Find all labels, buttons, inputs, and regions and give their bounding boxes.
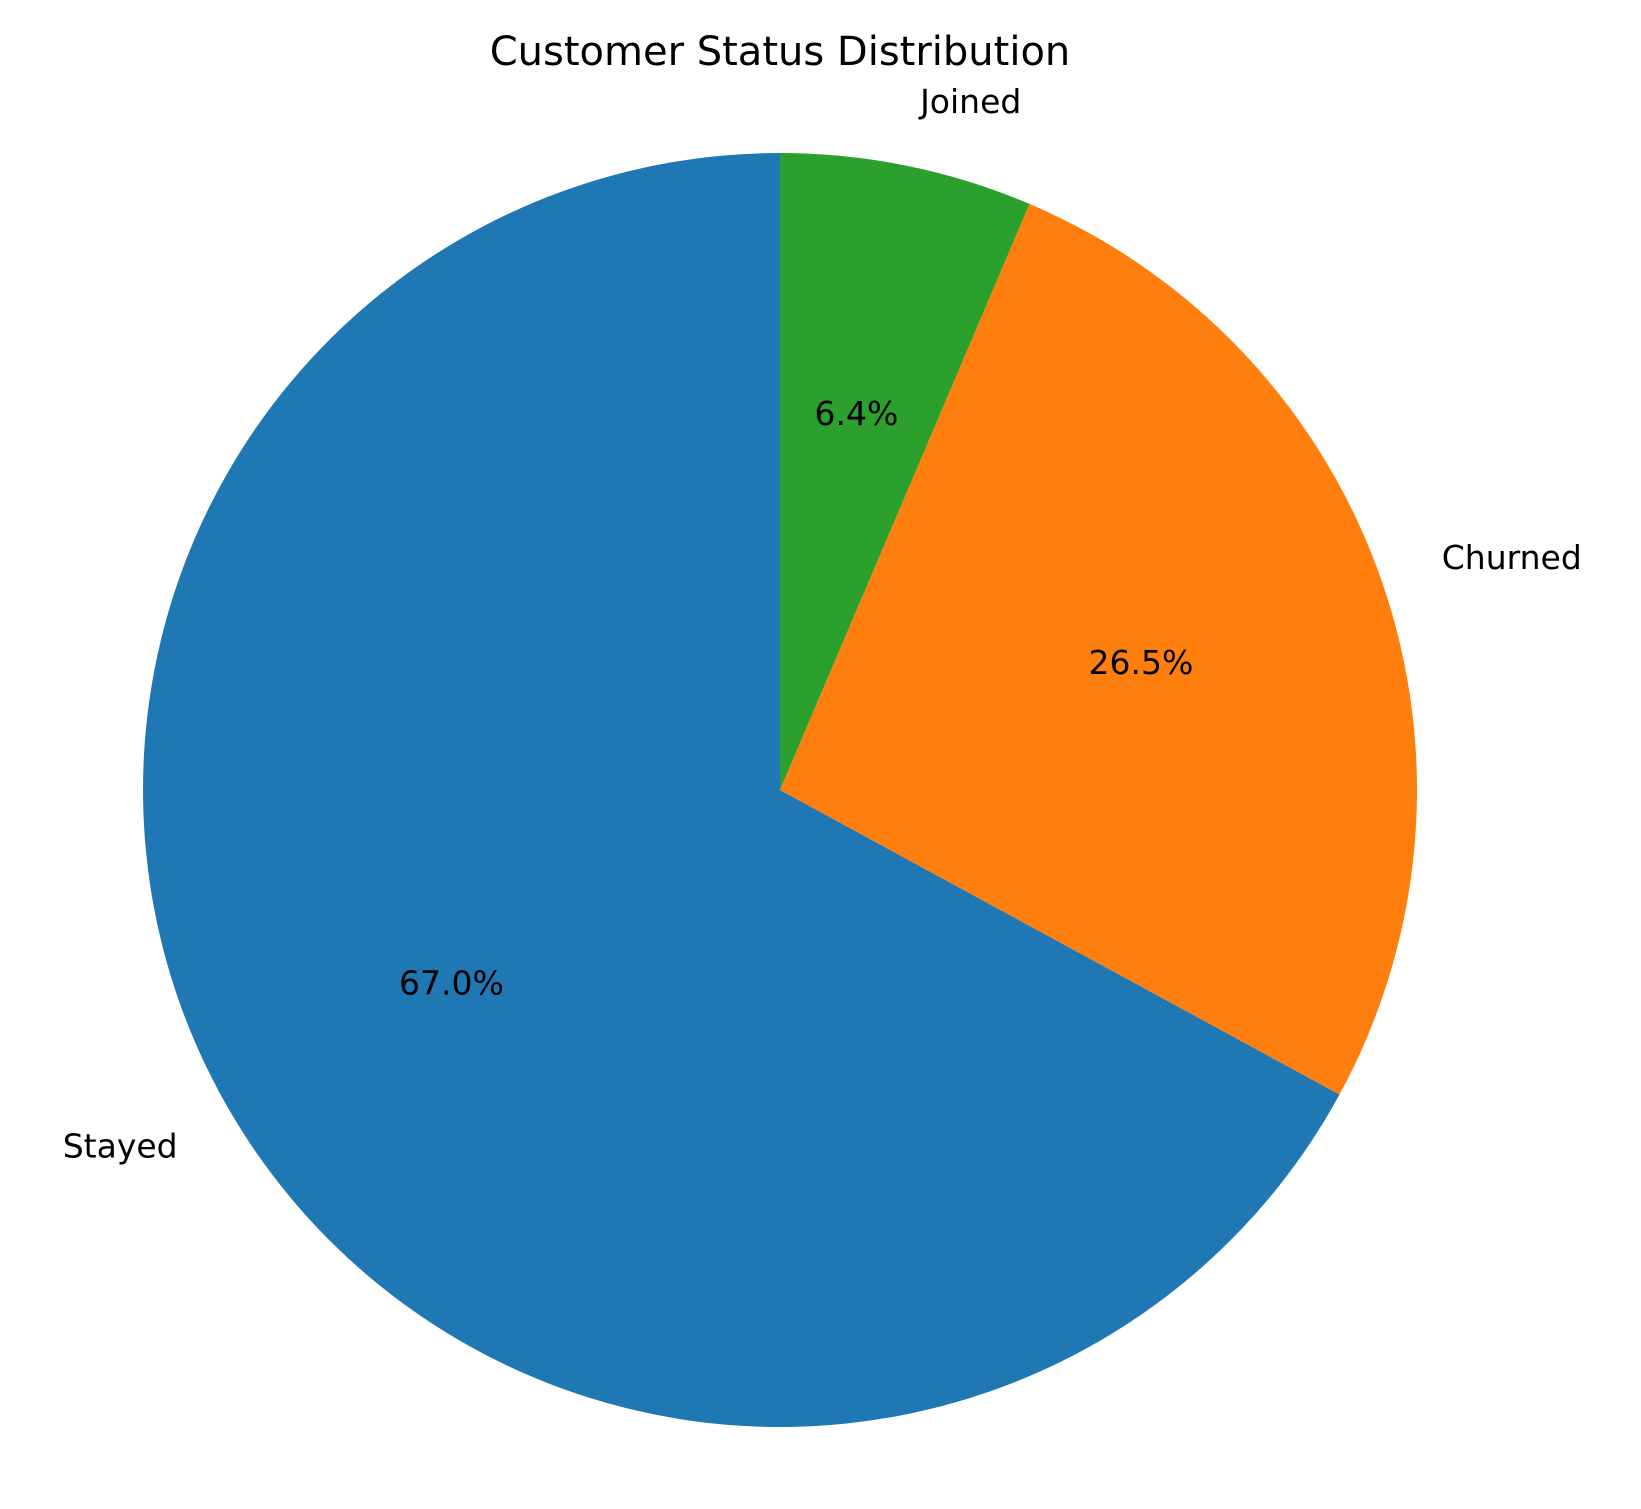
pie-slice-joined	[780, 153, 1030, 790]
chart-title: Customer Status Distribution	[490, 29, 1071, 75]
slice-label-churned: Churned	[1442, 538, 1582, 577]
slice-label-joined: Joined	[918, 82, 1021, 121]
pie-labels: Stayed 67.0% Churned 26.5% Joined 6.4%	[63, 82, 1582, 1166]
slice-label-stayed: Stayed	[63, 1126, 178, 1165]
slice-percent-stayed: 67.0%	[399, 964, 504, 1003]
pie-slice-churned	[780, 203, 1417, 1095]
pie-slices	[143, 153, 1417, 1428]
slice-percent-joined: 6.4%	[814, 394, 898, 433]
slice-percent-churned: 26.5%	[1089, 643, 1194, 682]
pie-slice-stayed	[143, 153, 1340, 1428]
